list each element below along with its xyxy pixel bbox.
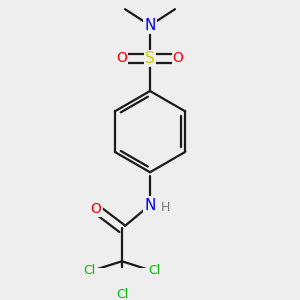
Text: O: O [173,51,184,65]
Text: S: S [145,51,155,66]
Text: N: N [144,18,156,33]
Text: N: N [144,197,156,212]
Text: H: H [161,201,170,214]
Text: O: O [91,202,102,216]
Text: O: O [116,51,127,65]
Text: Cl: Cl [116,288,128,300]
Text: Cl: Cl [83,264,95,277]
Text: Cl: Cl [148,264,161,277]
